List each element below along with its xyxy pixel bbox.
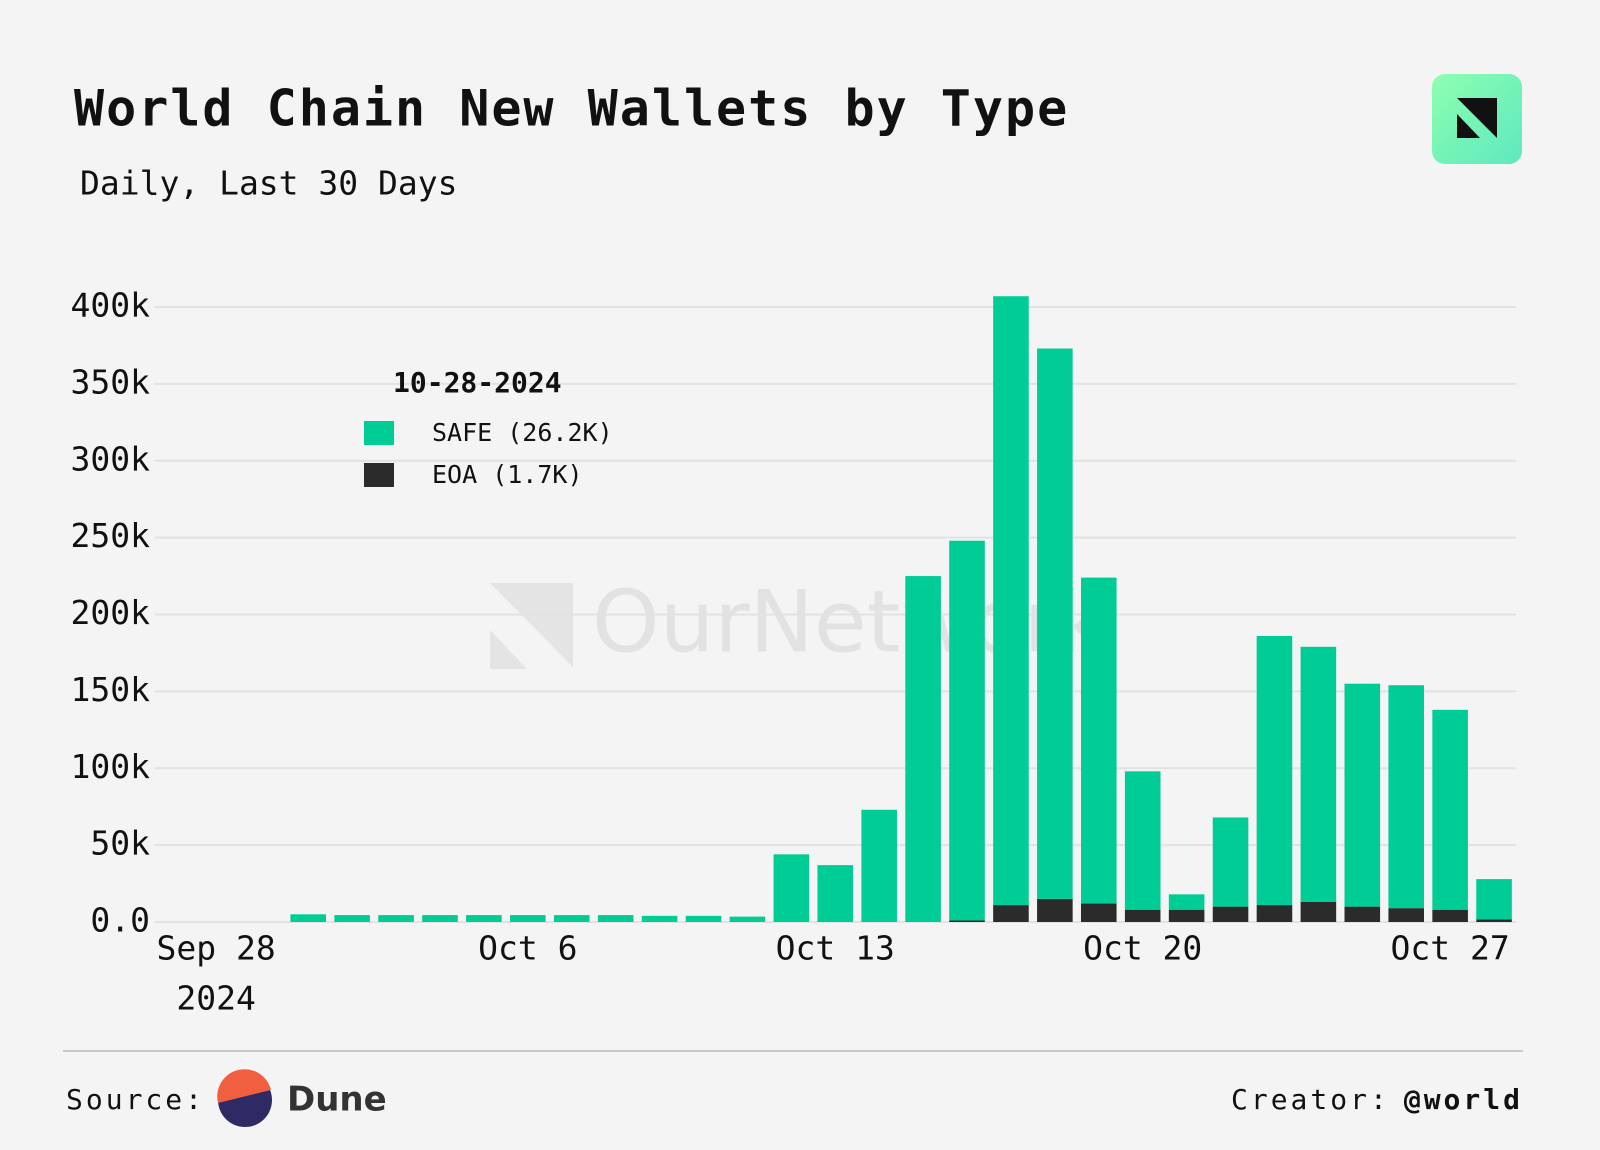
bar-segment [1080,903,1117,922]
y-tick-label: 200k [71,593,151,632]
bar-segment [1432,909,1468,922]
plot: 0.0 50k 100k 150k 200k 250k 300k 350k 400k Sep 28… [71,286,1517,1018]
bar-segment [993,905,1029,922]
bar-segment [905,576,941,922]
x-tick-label: Oct 27 [1391,929,1510,968]
bar-segment [1168,909,1205,922]
bar-segment [1124,909,1161,922]
bar-segment [861,809,897,922]
legend-title: 10-28-2024 [393,366,562,399]
bar-segment [1256,636,1293,906]
bar-segment [1344,683,1381,907]
y-tick-label: 400k [71,286,151,325]
x-year-label: 2024 [176,979,255,1018]
bar-segment [1037,898,1073,922]
watermark-icon [490,583,573,667]
bar-segment [1256,905,1293,922]
bar-segment [1168,894,1205,910]
bar-segment [1344,906,1381,922]
legend-label: EOA (1.7K) [432,460,583,489]
bar-segment [1476,919,1512,922]
bar-segment [729,916,766,922]
x-tick-label: Sep 28 [157,929,276,968]
bar-segment [290,914,327,922]
bar-segment [1080,577,1117,904]
bar-segment [949,920,985,922]
watermark-text: OurNetwork [592,572,1109,672]
bar-segment [1212,817,1249,907]
bar-segment [1212,906,1249,922]
dune-icon [217,1069,272,1127]
watermark-icon [490,630,527,669]
bar-segment [422,915,458,922]
logo-shape [1457,98,1497,138]
dune-icon-top [217,1069,271,1103]
bar-segment [597,915,634,922]
bar-segment [817,865,854,922]
bar-segment [1432,709,1468,910]
bar-segment [553,915,590,922]
y-tick-label: 100k [71,747,151,786]
legend-label: SAFE (26.2K) [432,418,613,447]
x-tick-label: Oct 20 [1083,929,1202,968]
bar-segment [1388,908,1425,922]
bar-segment [641,915,678,922]
y-tick-label: 0.0 [90,901,150,940]
chart-subtitle: Daily, Last 30 Days [80,164,458,203]
bar-segment [510,915,546,922]
bar-segment [1124,771,1161,910]
source-name: Dune [287,1080,387,1120]
bar-segment [685,915,722,922]
bar-segment [466,915,502,922]
logo [1432,74,1522,164]
logo-shape [1457,114,1480,138]
bar-segment [334,915,370,922]
bar-segment [1037,348,1073,899]
bar-segment [378,915,414,922]
y-tick-label: 250k [71,516,151,555]
bar-segment [773,854,810,922]
bar-segment [993,296,1029,906]
legend: SAFE (26.2K) EOA (1.7K) [364,418,613,489]
source-label: Source: [66,1083,205,1116]
creator-name: @world [1404,1083,1523,1116]
legend-swatch [364,421,394,445]
bar-segment [1476,879,1512,920]
bar-segment [949,540,985,921]
chart-title: World Chain New Wallets by Type [74,80,1069,138]
bar-segment [1300,902,1337,922]
bar-segment [1388,685,1425,909]
x-tick-label: Oct 6 [478,929,577,968]
x-tick-label: Oct 13 [776,929,895,968]
y-tick-label: 350k [71,362,151,401]
y-tick-label: 150k [71,670,151,709]
y-tick-label: 300k [71,439,151,478]
logo-box [1432,74,1522,164]
legend-swatch [364,463,394,487]
bar-segment [1300,646,1337,903]
creator-label: Creator: [1231,1083,1390,1116]
y-tick-label: 50k [90,824,150,863]
